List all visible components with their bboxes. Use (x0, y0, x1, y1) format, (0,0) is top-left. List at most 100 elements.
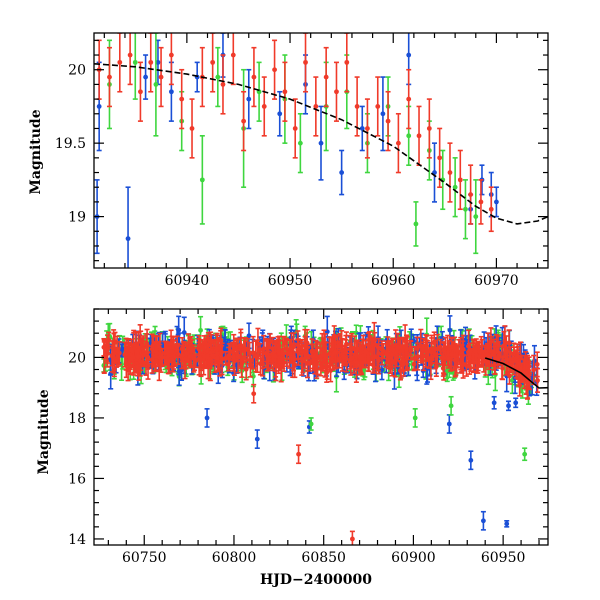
bottom-xtick-label: 60850 (301, 550, 346, 566)
bottom-blue-point (491, 395, 497, 410)
top-green-point (297, 112, 303, 174)
top-blue-point (380, 76, 386, 152)
bottom-panel: 60750 60800 60850 60900 60950 14 16 18 20 (68, 308, 549, 566)
bottom-red-point (296, 444, 302, 465)
top-red-point (375, 76, 381, 137)
bottom-red-point (446, 348, 452, 369)
bottom-red-point (266, 350, 272, 365)
bottom-red-point (354, 354, 360, 371)
bottom-red-point (386, 341, 392, 370)
top-frame (93, 32, 549, 269)
bottom-blue-point (204, 408, 210, 428)
top-green-point (473, 179, 479, 255)
bottom-red-point (434, 333, 440, 365)
bottom-red-point (479, 338, 485, 366)
top-xtick-label: 60960 (371, 273, 416, 289)
bottom-xtick-label: 60900 (391, 550, 436, 566)
top-red-point (117, 33, 123, 93)
bottom-red-point (122, 341, 128, 368)
bottom-red-point (165, 344, 171, 360)
top-green-point (452, 157, 458, 218)
bottom-red-point (251, 383, 257, 404)
bottom-red-point (401, 344, 407, 377)
top-green-point (256, 61, 262, 122)
bottom-xlabel: HJD−2400000 (260, 572, 372, 588)
top-red-point (395, 112, 401, 174)
bottom-red-point (531, 354, 537, 386)
top-red-point (385, 90, 391, 152)
top-red-point (457, 149, 463, 211)
bottom-red-point (115, 347, 121, 367)
bottom-red-point (414, 336, 420, 361)
bottom-red-point (349, 530, 355, 545)
bottom-red-point (225, 357, 231, 372)
bottom-green-point (412, 408, 418, 428)
bottom-blue-point (506, 400, 512, 412)
bottom-red-point (242, 336, 248, 361)
bottom-red-point (281, 335, 287, 351)
top-red-point (158, 46, 164, 108)
bottom-red-point (348, 342, 354, 376)
bottom-red-point (376, 346, 382, 375)
bottom-red-point (111, 362, 117, 378)
bottom-red-point (535, 367, 541, 393)
top-green-point (462, 179, 468, 240)
top-red-point (406, 68, 412, 130)
top-panel: 60940 60950 60960 60970 19 19.5 20 (55, 32, 549, 289)
top-red-point (168, 33, 174, 86)
top-green-point (215, 46, 221, 108)
bottom-red-point (261, 334, 267, 363)
top-green-point (199, 135, 205, 225)
bottom-red-point (145, 344, 151, 370)
bottom-red-point (276, 356, 282, 375)
bottom-red-point (467, 342, 473, 359)
bottom-red-point (525, 368, 531, 399)
top-red-point (189, 98, 195, 159)
top-red-point (488, 186, 494, 233)
bottom-red-point (159, 347, 165, 367)
bottom-red-point (111, 329, 117, 355)
top-red-point (303, 33, 309, 93)
top-model-curve (94, 63, 548, 225)
bottom-red-point (174, 342, 180, 359)
bottom-red-point (208, 331, 214, 351)
bottom-red-point (383, 340, 389, 368)
top-red-point (447, 142, 453, 203)
bottom-red-point (291, 332, 297, 362)
top-red-point (261, 76, 267, 137)
bottom-red-point (343, 344, 349, 373)
bottom-red-point (137, 345, 143, 377)
top-red-point (292, 98, 298, 159)
bottom-red-point (411, 357, 417, 372)
bottom-red-point (298, 339, 304, 356)
bottom-red-point (218, 329, 224, 365)
top-red-point (251, 46, 257, 108)
top-red-point (354, 76, 360, 137)
bottom-red-point (473, 342, 479, 361)
top-red-point (437, 127, 443, 189)
top-red-point (106, 46, 112, 108)
bottom-model-curve (484, 357, 548, 389)
bottom-xtick-label: 60750 (122, 550, 167, 566)
bottom-blue-point (504, 519, 510, 528)
bottom-red-point (250, 335, 256, 370)
bottom-red-point (247, 352, 253, 378)
top-red-point (468, 164, 474, 225)
bottom-red-point (408, 340, 414, 361)
bottom-blue-point (254, 429, 260, 449)
top-plot-area (94, 33, 548, 268)
top-red-point (416, 105, 422, 166)
bottom-red-point (372, 331, 378, 357)
bottom-red-point (332, 336, 338, 369)
bottom-frame (93, 308, 549, 546)
bottom-ylabel: Magnitude (36, 389, 52, 474)
bottom-red-point (254, 339, 260, 374)
top-ytick-label: 20 (68, 63, 86, 79)
bottom-xtick-label: 60950 (481, 550, 526, 566)
top-red-point (282, 61, 288, 122)
bottom-red-point (237, 346, 243, 368)
top-blue-point (318, 105, 324, 181)
bottom-red-point (503, 342, 509, 361)
top-green-point (132, 33, 138, 100)
